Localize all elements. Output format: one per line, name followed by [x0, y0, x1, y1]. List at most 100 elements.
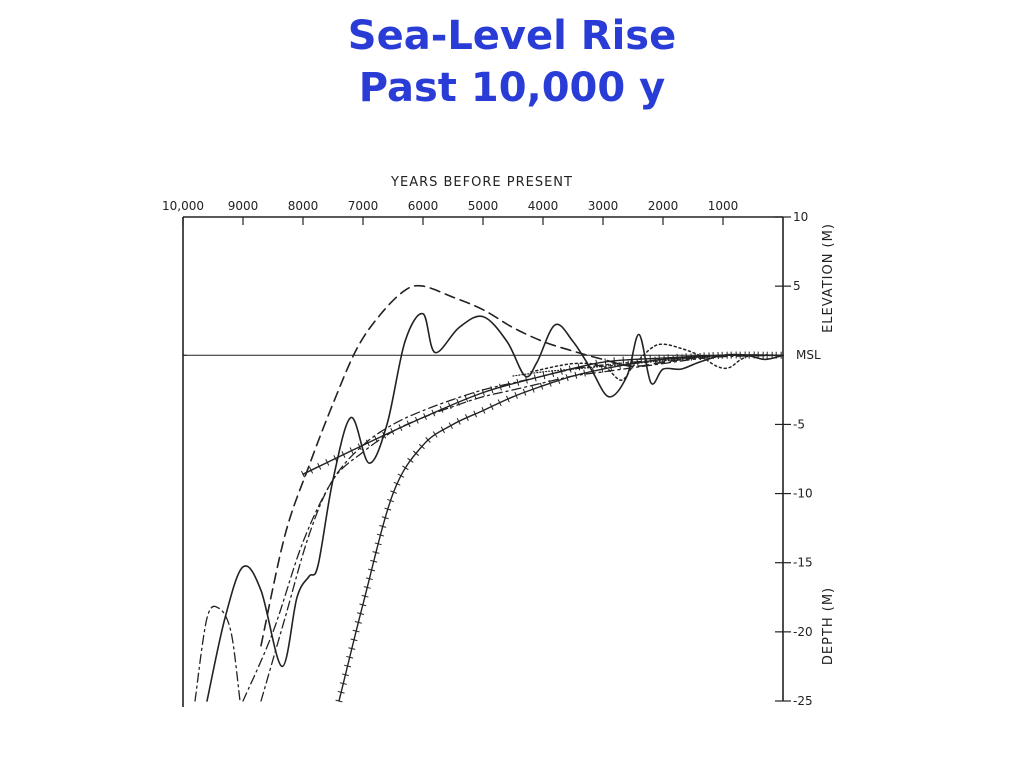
hatch-mark [350, 638, 358, 642]
slide-title-line-1: Sea-Level Rise [347, 13, 677, 59]
hatch-mark [431, 409, 436, 417]
slide-title-line-2: Past 10,000 y [358, 65, 666, 111]
y-tick-label: -25 [793, 694, 813, 708]
x-tick-label: 10,000 [162, 199, 204, 213]
hatch-mark [390, 490, 398, 494]
hatch-mark [363, 586, 371, 589]
hatch-mark [473, 392, 477, 400]
hatch-mark [382, 431, 387, 439]
hatch-mark [516, 378, 520, 386]
series-line-7-hatched [338, 354, 784, 702]
msl-label: MSL [796, 348, 821, 362]
hatch-mark [376, 533, 384, 537]
x-tick-label: 1000 [708, 199, 739, 213]
hatch-mark [565, 374, 569, 382]
chart-frame [182, 216, 784, 707]
hatch-mark [465, 414, 469, 421]
x-tick-label: 2000 [648, 199, 679, 213]
hatch-mark [514, 392, 518, 399]
hatch-mark [489, 403, 494, 410]
right-axis-title-elevation: ELEVATION (M) [821, 223, 836, 333]
x-tick-label: 6000 [408, 199, 439, 213]
hatch-mark [525, 376, 528, 384]
hatch-mark [365, 577, 373, 581]
hatch-mark [506, 395, 510, 403]
x-tick-label: 8000 [288, 199, 319, 213]
hatch-mark [473, 410, 478, 418]
hatch-mark [577, 363, 581, 371]
hatch-mark [337, 690, 345, 694]
hatch-mark [402, 465, 409, 471]
series-line-2-long-dash [260, 284, 784, 647]
hatch-mark [361, 594, 369, 598]
hatch-mark [456, 398, 460, 406]
right-axis-title-depth: DEPTH (M) [821, 587, 836, 665]
hatch-mark [406, 420, 411, 428]
hatch-mark [636, 359, 639, 367]
hatch-mark [357, 612, 365, 615]
hatch-mark [407, 457, 414, 463]
axis-ticks: 10,000 9000 8000 7000 6000 5000 4000 3000 2000 10… [162, 199, 813, 708]
hatch-mark [595, 359, 598, 367]
hatch-mark [384, 507, 392, 511]
hatch-mark [447, 402, 452, 410]
hatch-mark [672, 354, 675, 363]
hatch-mark [440, 426, 445, 434]
hatch-mark [352, 629, 360, 633]
hatch-mark [654, 356, 657, 364]
y-tick-label: -5 [793, 417, 805, 431]
hatch-mark [357, 443, 362, 451]
hatch-mark [381, 516, 389, 520]
hatch-mark [425, 437, 431, 443]
hatch-mark [390, 428, 395, 435]
y-tick-label: -10 [793, 487, 813, 501]
hatch-mark [456, 417, 461, 425]
hatch-mark [560, 367, 563, 375]
hatch-mark [341, 451, 346, 458]
hatch-mark [370, 559, 378, 563]
series-line-3-dash-dot [194, 605, 241, 702]
slide-title: Sea-Level Rise Past 10,000 y [0, 10, 1024, 114]
hatch-mark [663, 355, 666, 363]
hatch-mark [539, 382, 544, 390]
x-tick-label: 7000 [348, 199, 379, 213]
hatch-mark [372, 551, 380, 554]
hatch-mark [507, 381, 511, 389]
series-line-4-dash-dot [242, 354, 784, 702]
hatch-mark [348, 647, 356, 650]
hatch-mark [542, 372, 546, 380]
hatch-mark [339, 682, 347, 685]
hatch-mark [379, 524, 387, 528]
hatch-mark [592, 367, 595, 375]
hatch-mark [448, 422, 453, 429]
hatch-mark [604, 358, 607, 366]
series-line-9-fine-dot [512, 354, 784, 377]
hatch-mark [418, 443, 425, 450]
top-axis-title: YEARS BEFORE PRESENT [390, 175, 573, 190]
hatch-mark [317, 462, 322, 470]
hatch-mark [522, 388, 527, 396]
hatch-mark [387, 498, 395, 503]
y-tick-label: -15 [793, 556, 813, 570]
hatch-mark [531, 385, 535, 393]
hatch-mark [574, 371, 578, 379]
hatch-mark [397, 473, 405, 478]
hatch-mark [309, 466, 314, 474]
hatch-mark [583, 369, 586, 377]
y-tick-label: -20 [793, 625, 813, 639]
hatch-mark [439, 405, 444, 413]
hatch-mark [498, 383, 502, 391]
hatch-mark [301, 470, 305, 478]
hatch-mark [374, 542, 382, 546]
hatch-mark [481, 389, 485, 396]
hatch-mark [533, 374, 537, 382]
hatch-mark [481, 407, 486, 414]
hatch-mark [368, 568, 376, 572]
hatch-mark [432, 431, 438, 438]
hatch-mark [464, 395, 469, 403]
hatch-mark [333, 455, 338, 462]
series-line-1-solid [206, 312, 784, 702]
hatch-mark [490, 386, 494, 394]
x-tick-label: 3000 [588, 199, 619, 213]
